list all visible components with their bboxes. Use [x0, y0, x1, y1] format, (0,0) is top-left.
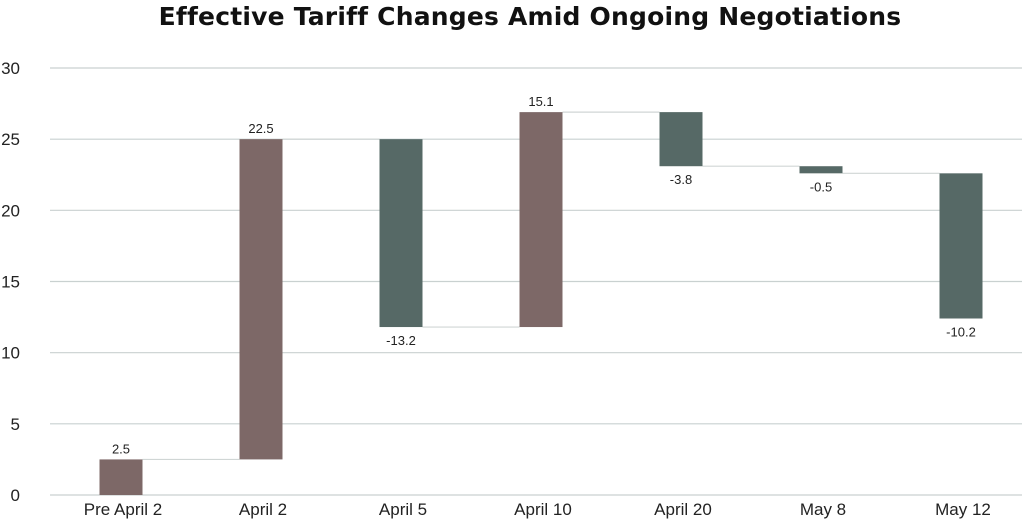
- x-axis-ticks: Pre April 2 April 2 April 5 April 10 April 2…: [84, 500, 991, 519]
- x-tick-label-1: April 2: [239, 500, 287, 519]
- y-tick-label-0: 0: [11, 486, 20, 505]
- bar-may-12: [939, 173, 983, 319]
- x-tick-label-0: Pre April 2: [84, 500, 162, 519]
- data-label-2: -13.2: [386, 333, 416, 348]
- bar-pre-april-2: [99, 459, 143, 495]
- data-label-5: -0.5: [810, 179, 832, 194]
- data-label-0: 2.5: [112, 441, 130, 456]
- x-tick-label-2: April 5: [379, 500, 427, 519]
- y-tick-label-20: 20: [1, 201, 20, 220]
- bar-april-10: [519, 112, 563, 328]
- x-tick-label-3: April 10: [514, 500, 572, 519]
- bar-april-20: [659, 112, 703, 167]
- data-label-3: 15.1: [528, 94, 553, 109]
- y-tick-label-15: 15: [1, 273, 20, 292]
- chart-title: Effective Tariff Changes Amid Ongoing Ne…: [158, 2, 902, 31]
- bar-april-5: [379, 139, 423, 328]
- x-tick-label-6: May 12: [935, 500, 991, 519]
- bars: [99, 112, 983, 495]
- bar-april-2: [239, 139, 283, 460]
- data-label-4: -3.8: [670, 172, 692, 187]
- y-tick-label-25: 25: [1, 130, 20, 149]
- x-tick-label-4: April 20: [654, 500, 712, 519]
- y-tick-label-5: 5: [11, 415, 20, 434]
- data-label-1: 22.5: [248, 121, 273, 136]
- data-labels: 2.5 22.5 -13.2 15.1 -3.8 -0.5 -10.2: [112, 94, 976, 456]
- bar-may-8: [799, 166, 843, 174]
- x-tick-label-5: May 8: [800, 500, 846, 519]
- y-axis-ticks: 0 5 10 15 20 25 30: [1, 59, 20, 505]
- y-tick-label-30: 30: [1, 59, 20, 78]
- connector-lines: [142, 111, 940, 461]
- y-tick-label-10: 10: [1, 344, 20, 363]
- data-label-6: -10.2: [946, 325, 976, 340]
